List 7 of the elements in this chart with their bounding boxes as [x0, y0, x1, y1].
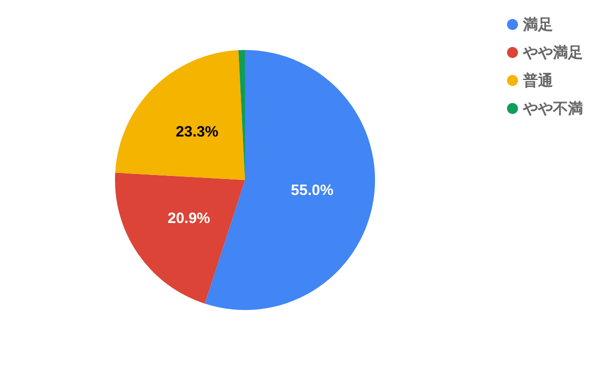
legend-label: 満足: [522, 16, 553, 34]
legend-label: やや不満: [522, 100, 583, 118]
legend-label: 普通: [522, 72, 554, 90]
data-label: 55.0%: [290, 182, 334, 200]
data-label: 20.9%: [168, 210, 210, 227]
legend-label: やや満足: [522, 44, 583, 62]
data-label: 23.3%: [176, 123, 218, 140]
